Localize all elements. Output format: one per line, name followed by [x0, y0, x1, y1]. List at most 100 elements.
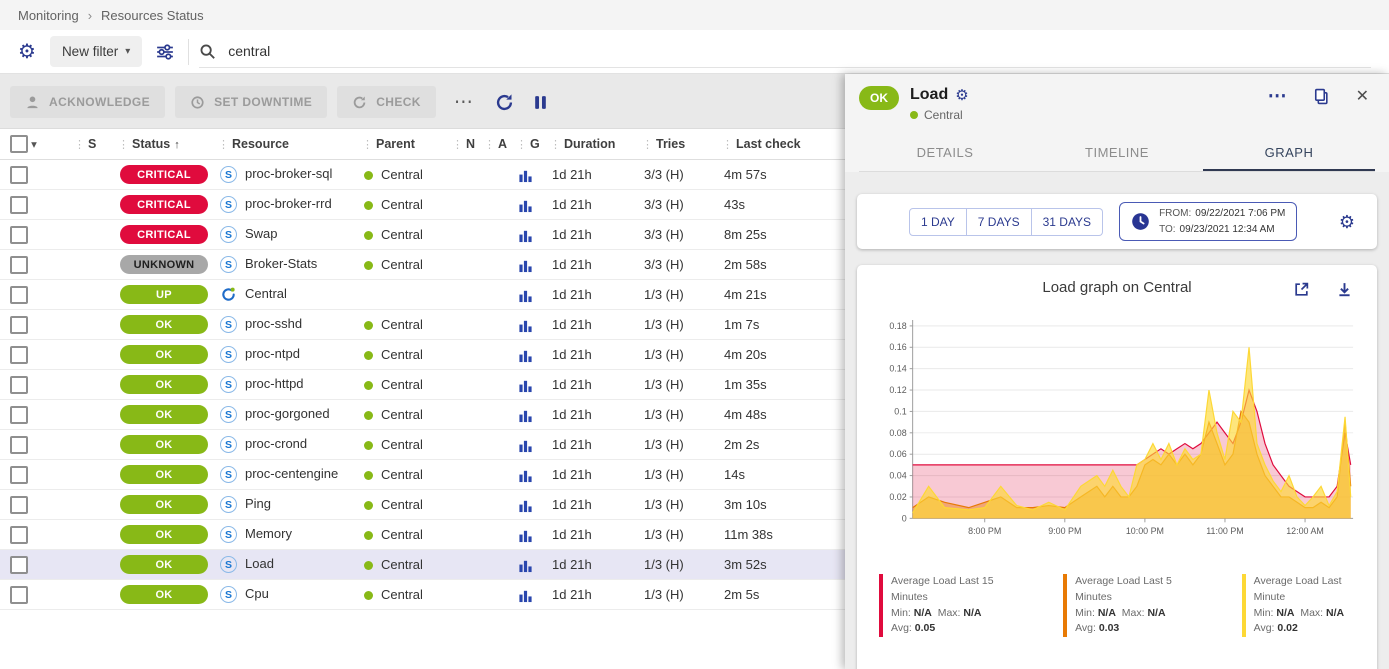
copy-link-button[interactable] — [1309, 86, 1334, 107]
graph-icon[interactable] — [518, 258, 533, 273]
graph-icon[interactable] — [518, 498, 533, 513]
column-header-tries[interactable]: ⋮ Tries — [640, 129, 720, 160]
tries-cell: 1/3 (H) — [640, 339, 720, 370]
parent-name: Central — [381, 347, 423, 362]
more-actions-button[interactable]: ⋯ — [446, 93, 481, 112]
detail-more-button[interactable]: ⋯ — [1262, 86, 1293, 107]
severity-cell — [72, 489, 116, 520]
select-all-checkbox[interactable] — [10, 135, 28, 153]
graph-icon[interactable] — [518, 588, 533, 603]
column-header-duration[interactable]: ⋮ Duration — [548, 129, 640, 160]
row-checkbox[interactable] — [10, 405, 28, 424]
resource-name: Memory — [245, 525, 292, 541]
column-header-a[interactable]: ⋮ A — [482, 129, 514, 160]
person-icon — [27, 96, 38, 108]
graph-icon[interactable] — [518, 408, 533, 423]
row-checkbox[interactable] — [10, 195, 28, 214]
graph-icon[interactable] — [518, 318, 533, 333]
table-row[interactable]: UP Central 1d 21h 1/3 (H) 4m 21s — [0, 279, 845, 310]
set-downtime-button[interactable]: SET DOWNTIME — [175, 86, 328, 118]
graph-time-controls: 1 DAY 7 DAYS 31 DAYS FROM: 09/22/2021 7:06 … — [857, 194, 1377, 249]
search-input[interactable] — [226, 42, 1371, 60]
open-graph-button[interactable] — [1289, 279, 1314, 300]
select-options-caret-icon[interactable]: ▾ — [31, 139, 37, 151]
tab-details[interactable]: DETAILS — [916, 145, 974, 160]
table-row[interactable]: OK S Memory Central 1d 21h 1/3 (H) 11m 38… — [0, 519, 845, 550]
new-filter-button[interactable]: New filter ▾ — [49, 36, 143, 67]
tab-graph[interactable]: GRAPH — [1203, 134, 1375, 171]
graph-icon[interactable] — [518, 168, 533, 183]
graph-icon[interactable] — [518, 438, 533, 453]
tab-timeline[interactable]: TIMELINE — [1085, 145, 1149, 160]
service-icon: S — [220, 166, 237, 184]
tries-cell: 1/3 (H) — [640, 369, 720, 400]
column-header-last-check[interactable]: ⋮ Last check — [720, 129, 845, 160]
check-button[interactable]: CHECK — [337, 86, 436, 118]
graph-icon[interactable] — [518, 288, 533, 303]
filter-settings-button[interactable]: ⚙ — [14, 40, 40, 64]
row-checkbox[interactable] — [10, 375, 28, 394]
row-checkbox[interactable] — [10, 465, 28, 484]
row-checkbox[interactable] — [10, 585, 28, 604]
acknowledge-button[interactable]: ACKNOWLEDGE — [10, 86, 166, 118]
row-checkbox[interactable] — [10, 165, 28, 184]
row-checkbox[interactable] — [10, 285, 28, 304]
select-all-header[interactable]: ▾ — [0, 129, 72, 160]
range-button-7-days[interactable]: 7 DAYS — [966, 207, 1032, 236]
table-row[interactable]: OK S Cpu Central 1d 21h 1/3 (H) 2m 5s — [0, 579, 845, 610]
graph-icon[interactable] — [518, 378, 533, 393]
row-checkbox[interactable] — [10, 525, 28, 544]
row-checkbox[interactable] — [10, 555, 28, 574]
column-header-s[interactable]: ⋮ S — [72, 129, 116, 160]
table-row[interactable]: CRITICAL S Swap Central 1d 21h 3/3 (H) 8m… — [0, 219, 845, 250]
range-button-31-days[interactable]: 31 DAYS — [1031, 207, 1104, 236]
status-badge: CRITICAL — [120, 225, 208, 244]
graph-icon[interactable] — [518, 228, 533, 243]
detail-settings-gear-icon[interactable]: ⚙ — [955, 86, 969, 104]
column-header-g[interactable]: ⋮ G — [514, 129, 548, 160]
close-panel-button[interactable]: ✕ — [1350, 88, 1375, 106]
range-button-1-day[interactable]: 1 DAY — [909, 207, 967, 236]
row-checkbox[interactable] — [10, 435, 28, 454]
table-row[interactable]: OK S Ping Central 1d 21h 1/3 (H) 3m 10s — [0, 489, 845, 520]
graph-icon[interactable] — [518, 528, 533, 543]
load-chart[interactable]: 0 0.02 0.04 0.06 0.08 0.1 0.12 0.14 0.16 0.18 8:00… — [869, 312, 1365, 562]
column-header-resource[interactable]: ⋮ Resource — [216, 129, 360, 160]
acknowledged-cell — [482, 489, 514, 520]
row-checkbox[interactable] — [10, 495, 28, 514]
table-row[interactable]: UNKNOWN S Broker-Stats Central 1d 21h 3/3… — [0, 249, 845, 280]
duration-cell: 1d 21h — [548, 579, 640, 610]
column-header-parent[interactable]: ⋮ Parent — [360, 129, 450, 160]
row-checkbox[interactable] — [10, 345, 28, 364]
breadcrumb-monitoring[interactable]: Monitoring — [18, 7, 79, 23]
parent-status-dot-icon — [364, 501, 373, 511]
pause-refresh-button[interactable] — [528, 92, 553, 113]
table-row[interactable]: OK S Load Central 1d 21h 1/3 (H) 3m 52s — [0, 549, 845, 580]
graph-icon[interactable] — [518, 198, 533, 213]
column-header-status[interactable]: ⋮ Status ↑ — [116, 129, 216, 160]
export-graph-button[interactable] — [1332, 279, 1357, 300]
row-checkbox[interactable] — [10, 315, 28, 334]
parent-cell: Central — [360, 339, 450, 370]
row-checkbox[interactable] — [10, 225, 28, 244]
row-checkbox[interactable] — [10, 255, 28, 274]
graph-settings-button[interactable]: ⚙ — [1333, 212, 1361, 232]
severity-cell — [72, 429, 116, 460]
service-icon: S — [220, 226, 237, 244]
breadcrumb-resources-status[interactable]: Resources Status — [101, 7, 204, 23]
advanced-filter-button[interactable] — [152, 41, 178, 63]
graph-icon[interactable] — [518, 468, 533, 483]
column-header-n[interactable]: ⋮ N — [450, 129, 482, 160]
refresh-button[interactable] — [491, 91, 518, 114]
graph-icon[interactable] — [518, 348, 533, 363]
custom-time-range-picker[interactable]: FROM: 09/22/2021 7:06 PM TO: 09/23/2021 12… — [1119, 202, 1298, 241]
graph-icon[interactable] — [518, 558, 533, 573]
